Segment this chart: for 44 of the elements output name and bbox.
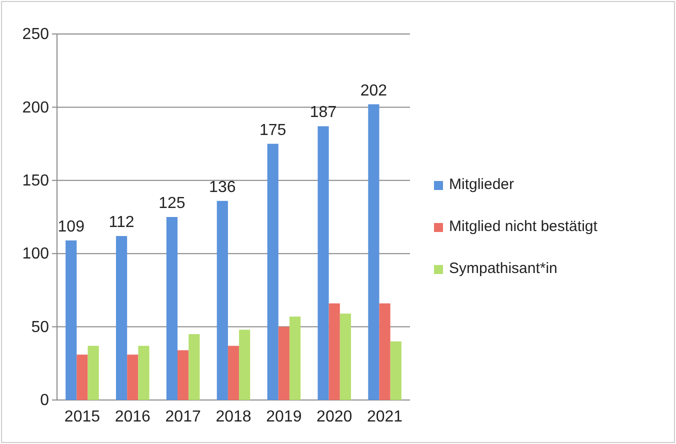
bar xyxy=(340,314,351,400)
x-tick-label: 2018 xyxy=(216,408,252,426)
bar xyxy=(76,354,88,400)
x-tick-label: 2016 xyxy=(114,408,151,426)
y-tick-label: 200 xyxy=(22,99,50,116)
bar xyxy=(166,217,178,400)
bar xyxy=(328,303,340,400)
legend-label: Sympathisant*in xyxy=(449,260,558,277)
x-tick-label: 2017 xyxy=(165,408,201,426)
x-tick-label: 2020 xyxy=(316,408,352,426)
data-label: 109 xyxy=(58,218,85,236)
bar xyxy=(289,316,301,400)
legend-label: Mitglied nicht bestätigt xyxy=(449,218,598,235)
bar xyxy=(188,334,200,400)
bar xyxy=(228,346,240,400)
data-label: 136 xyxy=(209,178,236,196)
legend-label: Mitglieder xyxy=(449,176,514,193)
bar xyxy=(318,126,329,400)
y-tick-label: 50 xyxy=(31,318,50,336)
data-label: 187 xyxy=(310,104,337,122)
data-label: 125 xyxy=(158,195,186,212)
bar xyxy=(88,346,99,400)
bar xyxy=(216,200,228,400)
data-label: 112 xyxy=(108,214,134,232)
x-tick-label: 2021 xyxy=(366,408,403,426)
bar xyxy=(390,341,402,400)
bar xyxy=(368,104,380,400)
bar xyxy=(116,236,128,400)
bar xyxy=(267,144,278,400)
x-tick-label: 2019 xyxy=(266,408,302,426)
y-tick-label: 250 xyxy=(22,26,50,44)
bar xyxy=(138,346,150,400)
bar xyxy=(239,330,250,400)
data-label: 202 xyxy=(360,82,388,100)
bar xyxy=(379,303,390,400)
x-tick-label: 2015 xyxy=(64,408,100,426)
y-tick-label: 150 xyxy=(22,172,50,190)
bar xyxy=(178,350,189,400)
y-tick-label: 100 xyxy=(22,246,50,263)
bar xyxy=(278,326,290,400)
data-label: 175 xyxy=(259,122,286,139)
bar xyxy=(127,354,138,400)
y-tick-label: 0 xyxy=(40,392,50,410)
bar xyxy=(66,240,77,400)
